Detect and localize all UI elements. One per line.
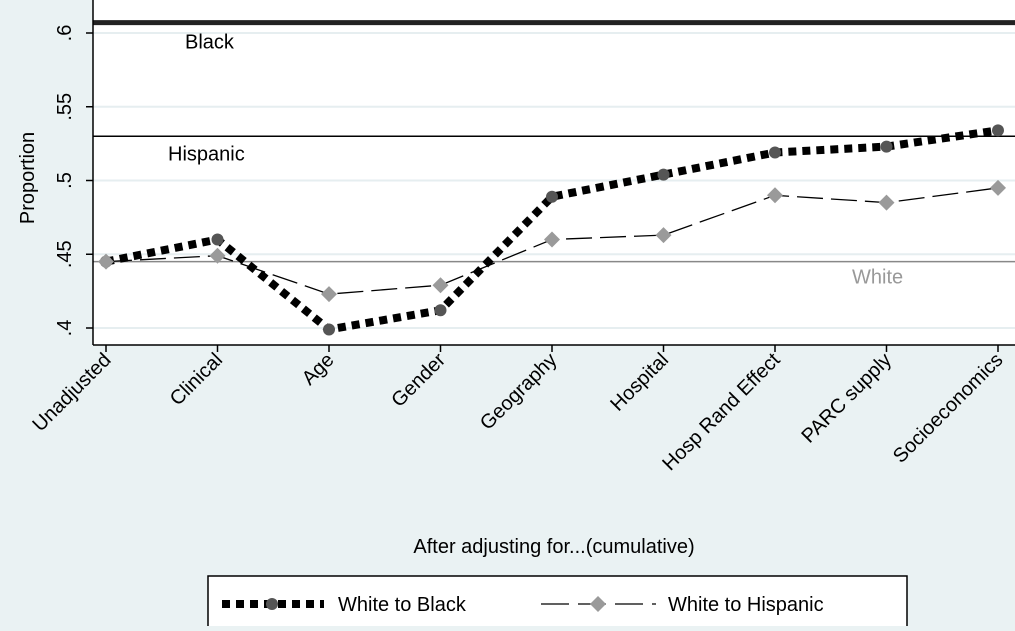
data-point	[878, 194, 895, 211]
data-point	[990, 179, 1006, 196]
plot-area	[93, 0, 1015, 345]
x-axis: Unadjusted Clinical Age Gender Geography Hosp…	[28, 344, 1015, 475]
data-point	[655, 227, 672, 244]
x-tick-label: Hosp Rand Effect	[658, 349, 784, 475]
legend-label: White to Black	[338, 594, 467, 616]
reference-lines: Black Hispanic White	[93, 20, 1015, 289]
data-point	[769, 146, 781, 159]
x-tick-label: Socioeconomics	[889, 349, 1008, 468]
data-point	[657, 168, 670, 181]
x-tick-label: Gender	[387, 349, 450, 412]
legend-swatch-marker	[590, 596, 606, 612]
y-tick-label: .6	[54, 25, 76, 42]
x-tick-label: Unadjusted	[28, 349, 115, 436]
x-axis-label: After adjusting for...(cumulative)	[413, 536, 694, 558]
x-tick-label: Geography	[476, 349, 562, 435]
data-point	[546, 190, 558, 203]
x-tick-label: Hospital	[606, 349, 673, 416]
data-point	[432, 277, 449, 294]
x-tick-label: Age	[298, 349, 339, 390]
data-point	[992, 124, 1004, 137]
data-point	[209, 247, 226, 264]
data-point	[323, 323, 335, 336]
x-tick-label: PARC supply	[797, 349, 896, 448]
legend-swatch-marker	[266, 598, 278, 610]
reference-line-label: Hispanic	[168, 143, 245, 165]
y-tick-label: .45	[54, 240, 76, 268]
data-point	[211, 233, 224, 246]
grid	[93, 32, 1015, 329]
y-axis-label: Proportion	[17, 132, 39, 224]
y-tick-label: .55	[54, 93, 76, 121]
data-point	[98, 253, 114, 270]
series-group	[98, 124, 1006, 336]
reference-line-label: White	[852, 267, 903, 289]
legend: White to Black White to Hispanic	[207, 575, 908, 631]
data-point	[767, 187, 783, 204]
legend-label: White to Hispanic	[668, 594, 824, 616]
data-point	[434, 304, 447, 317]
y-tick-label: .4	[54, 320, 76, 337]
y-tick-label: .5	[54, 172, 76, 189]
data-point	[321, 286, 337, 303]
series-line	[105, 126, 999, 334]
x-tick-label: Clinical	[166, 349, 227, 410]
y-axis: .4 .45 .5 .55 .6	[54, 0, 94, 345]
reference-line-label: Black	[185, 32, 235, 54]
data-point	[544, 231, 560, 248]
data-point	[880, 140, 893, 153]
